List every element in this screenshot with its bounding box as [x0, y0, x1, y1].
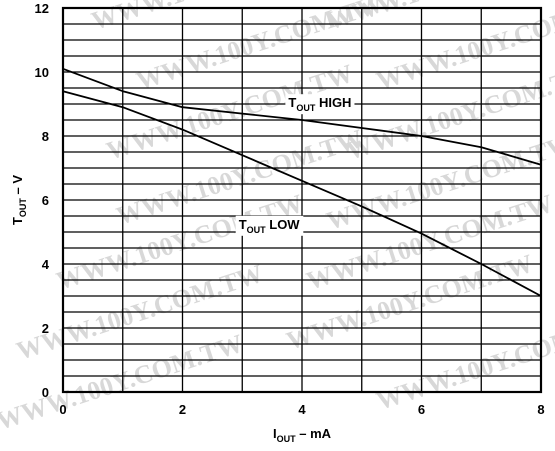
- x-tick-label: 6: [418, 402, 425, 417]
- y-axis-title: TOUT – V: [10, 175, 28, 225]
- y-tick-label: 12: [35, 1, 49, 16]
- x-tick-label: 8: [537, 402, 544, 417]
- tick-labels: 0 2 4 6 8 0 2 4 6 8 10 12: [35, 1, 545, 417]
- series-layer: [62, 67, 542, 297]
- series-label-1: TOUT LOW: [239, 217, 301, 235]
- watermark-text: WWW.100Y.COM.TW: [373, 309, 555, 416]
- x-axis-title: IOUT – mA: [273, 426, 332, 444]
- grid: [61, 6, 543, 394]
- x-tick-label: 2: [179, 402, 186, 417]
- series-line-0: [62, 67, 542, 166]
- y-tick-label: 4: [42, 257, 50, 272]
- axis-titles: IOUT – mA TOUT – V: [10, 175, 332, 444]
- y-tick-label: 10: [35, 65, 49, 80]
- series-label-0: TOUT HIGH: [288, 95, 351, 113]
- y-tick-label: 0: [42, 385, 49, 400]
- series-label-background: [235, 215, 304, 236]
- y-tick-label: 8: [42, 129, 49, 144]
- series-labels: TOUT HIGH TOUT LOW: [235, 94, 355, 236]
- plot-frame: [61, 6, 543, 394]
- y-tick-label: 2: [42, 321, 49, 336]
- x-tick-label: 4: [298, 402, 306, 417]
- x-tick-label: 0: [59, 402, 66, 417]
- series-line-1: [62, 90, 542, 297]
- y-tick-label: 6: [42, 193, 49, 208]
- series-label-background: [285, 94, 355, 115]
